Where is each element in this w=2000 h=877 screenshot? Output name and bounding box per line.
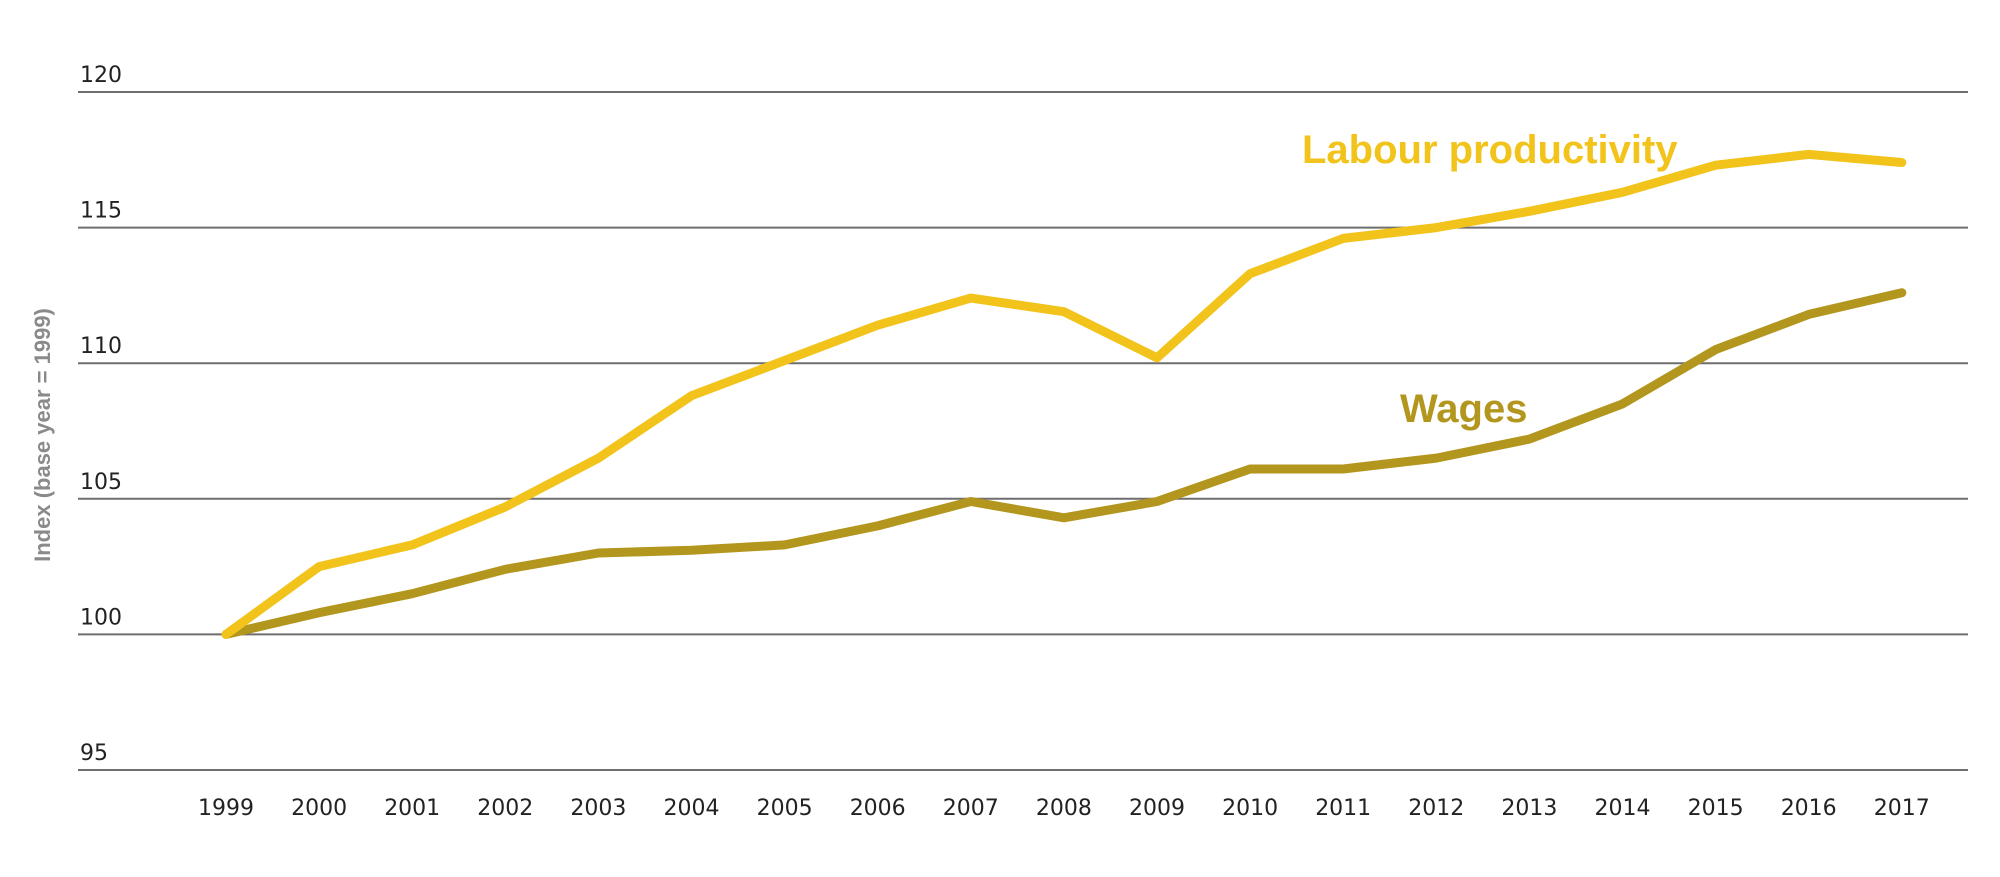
- x-tick-label: 2001: [384, 796, 440, 821]
- x-tick-label: 2014: [1595, 796, 1651, 821]
- y-tick-label: 105: [80, 470, 122, 495]
- x-tick-label: 2007: [943, 796, 999, 821]
- x-tick-label: 2000: [291, 796, 347, 821]
- series-labels: Labour productivity Wages: [1302, 128, 1678, 431]
- series-label-wages: Wages: [1400, 387, 1527, 431]
- x-tick-label: 2005: [757, 796, 813, 821]
- x-tick-label: 2011: [1315, 796, 1371, 821]
- y-tick-label: 100: [80, 605, 122, 630]
- y-tick-label: 120: [80, 63, 122, 88]
- series-line-wages: [221, 288, 1907, 639]
- x-tick-label: 2017: [1874, 796, 1930, 821]
- series-line-labour-productivity: [221, 149, 1907, 639]
- series-lines: [221, 149, 1907, 639]
- x-tick-label: 2012: [1408, 796, 1464, 821]
- y-axis-label: Index (base year = 1999): [30, 308, 55, 562]
- gridlines: [78, 91, 1968, 771]
- x-tick-label: 2006: [850, 796, 906, 821]
- x-tick-label: 1999: [198, 796, 254, 821]
- x-tick-label: 2016: [1781, 796, 1837, 821]
- y-axis-ticks: 95 100 105 110 115 120: [80, 63, 122, 766]
- x-tick-label: 2010: [1222, 796, 1278, 821]
- series-label-labour-productivity: Labour productivity: [1302, 128, 1678, 172]
- y-tick-label: 95: [80, 741, 108, 766]
- x-tick-label: 2003: [570, 796, 626, 821]
- y-tick-label: 115: [80, 199, 122, 224]
- x-axis-ticks: 1999 2000 2001 2002 2003 2004 2005 2006 2007 2008…: [198, 796, 1930, 821]
- x-tick-label: 2013: [1501, 796, 1557, 821]
- x-tick-label: 2015: [1688, 796, 1744, 821]
- x-tick-label: 2002: [477, 796, 533, 821]
- y-tick-label: 110: [80, 334, 122, 359]
- x-tick-label: 2004: [664, 796, 720, 821]
- x-tick-label: 2008: [1036, 796, 1092, 821]
- x-tick-label: 2009: [1129, 796, 1185, 821]
